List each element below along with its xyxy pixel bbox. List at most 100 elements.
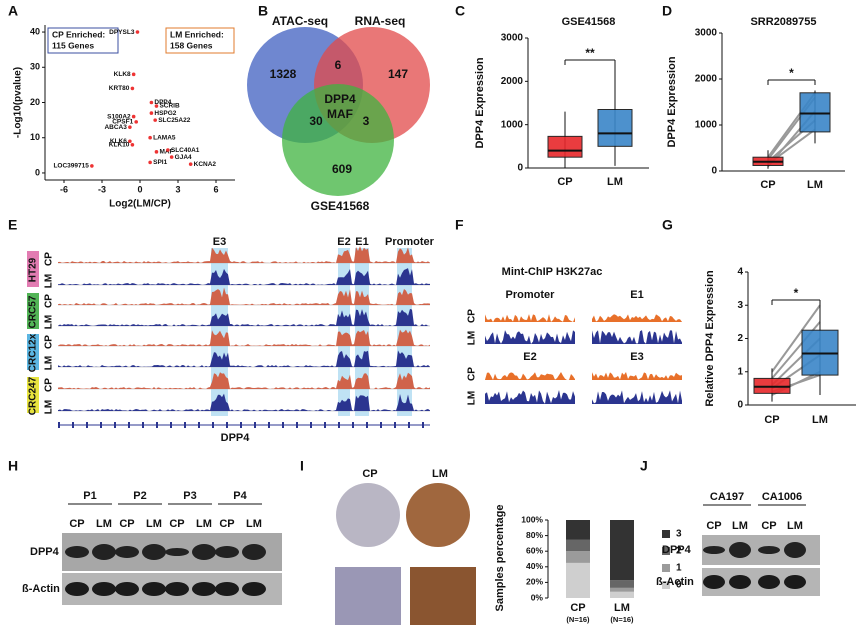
y-tick-label: 60% bbox=[526, 545, 543, 555]
label: LM Enriched: bbox=[170, 29, 224, 39]
blot-band bbox=[192, 582, 216, 596]
y-tick-label: 2000 bbox=[695, 74, 718, 85]
x-tick-label: LM bbox=[607, 176, 623, 188]
gene-point bbox=[130, 86, 135, 91]
label: DPP4 bbox=[662, 544, 692, 556]
gene-label: SPI1 bbox=[153, 159, 167, 166]
blot-band bbox=[65, 582, 89, 596]
exon bbox=[282, 422, 284, 428]
box bbox=[597, 109, 633, 147]
label: CP bbox=[69, 518, 84, 530]
panel-letter: J bbox=[640, 458, 648, 474]
gene-label: ABCA3 bbox=[104, 124, 127, 131]
label: ß-Actin bbox=[656, 576, 694, 588]
y-tick-label: 0 bbox=[711, 166, 717, 177]
blot-band bbox=[703, 575, 725, 589]
signal-track bbox=[58, 246, 430, 263]
legend-box bbox=[165, 27, 235, 54]
label: CP bbox=[467, 367, 478, 381]
signal-track bbox=[485, 330, 575, 344]
panel-letter: C bbox=[455, 3, 465, 19]
exon bbox=[324, 422, 326, 428]
cell-line-tag bbox=[27, 377, 39, 413]
y-tick-label: 80% bbox=[526, 530, 543, 540]
exon bbox=[114, 422, 116, 428]
label: (N=16) bbox=[566, 615, 590, 624]
gene-point bbox=[149, 100, 154, 105]
label: E2 bbox=[523, 351, 536, 363]
blot-band bbox=[142, 582, 166, 596]
exon bbox=[170, 422, 172, 428]
signal-track bbox=[58, 329, 430, 346]
label: LM bbox=[246, 518, 262, 530]
label: P1 bbox=[83, 490, 96, 502]
exon bbox=[310, 422, 312, 428]
panel-letter: H bbox=[8, 458, 18, 474]
label: LM bbox=[146, 518, 162, 530]
legend-label: 2 bbox=[676, 546, 682, 557]
legend-label: 0 bbox=[676, 580, 682, 591]
label: Promoter bbox=[385, 236, 435, 248]
label: P3 bbox=[183, 490, 196, 502]
blot-band bbox=[729, 542, 751, 558]
blot-band bbox=[115, 546, 139, 558]
y-tick-label: 0% bbox=[531, 592, 544, 602]
gene-point bbox=[128, 139, 132, 144]
gene-label: CPSF1 bbox=[112, 119, 133, 126]
blot-band bbox=[703, 546, 725, 554]
label: CA1006 bbox=[762, 491, 802, 503]
legend-label: 3 bbox=[676, 529, 682, 540]
y-tick-label: 40 bbox=[30, 26, 40, 36]
exon bbox=[408, 422, 410, 428]
cell-line-label: HT29 bbox=[28, 257, 39, 282]
label: LM bbox=[44, 356, 55, 370]
y-tick-label: 0 bbox=[35, 167, 40, 177]
exon bbox=[184, 422, 186, 428]
label: LM bbox=[732, 520, 748, 532]
blot-band bbox=[165, 582, 189, 596]
cell-line-label: CRC247 bbox=[28, 376, 39, 415]
label: E1 bbox=[355, 236, 368, 248]
gene-point bbox=[135, 30, 140, 34]
exon bbox=[86, 422, 88, 428]
panel-letter: A bbox=[8, 3, 18, 19]
exon bbox=[58, 422, 60, 428]
y-tick-label: 0 bbox=[517, 163, 523, 174]
signal-track bbox=[58, 393, 430, 411]
label: 609 bbox=[332, 162, 352, 176]
label: LM bbox=[96, 518, 112, 530]
label: LM bbox=[44, 315, 55, 329]
y-tick-label: 3 bbox=[737, 300, 743, 311]
exon bbox=[72, 422, 74, 428]
bar-segment bbox=[566, 551, 590, 563]
signal-track bbox=[485, 314, 575, 322]
label: CP bbox=[570, 602, 585, 614]
label: LM bbox=[44, 274, 55, 288]
axis-title: DPP4 Expression bbox=[666, 56, 678, 147]
exon bbox=[268, 422, 270, 428]
bar-segment bbox=[566, 520, 590, 540]
label: CP bbox=[44, 335, 55, 349]
exon bbox=[156, 422, 158, 428]
blot-band bbox=[92, 544, 116, 560]
cell-line-label: CRC57 bbox=[28, 295, 39, 328]
label: 158 Genes bbox=[170, 40, 213, 50]
exon bbox=[198, 422, 200, 428]
box bbox=[799, 92, 831, 133]
blot-band bbox=[784, 542, 806, 558]
chart-title: Mint-ChIP H3K27ac bbox=[502, 266, 603, 278]
gene-point bbox=[90, 164, 94, 168]
label: (N=16) bbox=[610, 615, 634, 624]
panel-letter: B bbox=[258, 3, 268, 19]
blot-band bbox=[242, 582, 266, 596]
gene-point bbox=[128, 125, 132, 129]
signal-track bbox=[58, 350, 430, 367]
x-tick-label: CP bbox=[557, 176, 572, 188]
exon bbox=[366, 422, 368, 428]
axis-title: Samples percentage bbox=[494, 505, 506, 612]
x-tick-label: CP bbox=[764, 414, 779, 426]
gene-point bbox=[169, 155, 174, 159]
label: CP bbox=[119, 518, 134, 530]
x-tick-label: CP bbox=[760, 179, 775, 191]
bar-segment bbox=[566, 562, 590, 598]
